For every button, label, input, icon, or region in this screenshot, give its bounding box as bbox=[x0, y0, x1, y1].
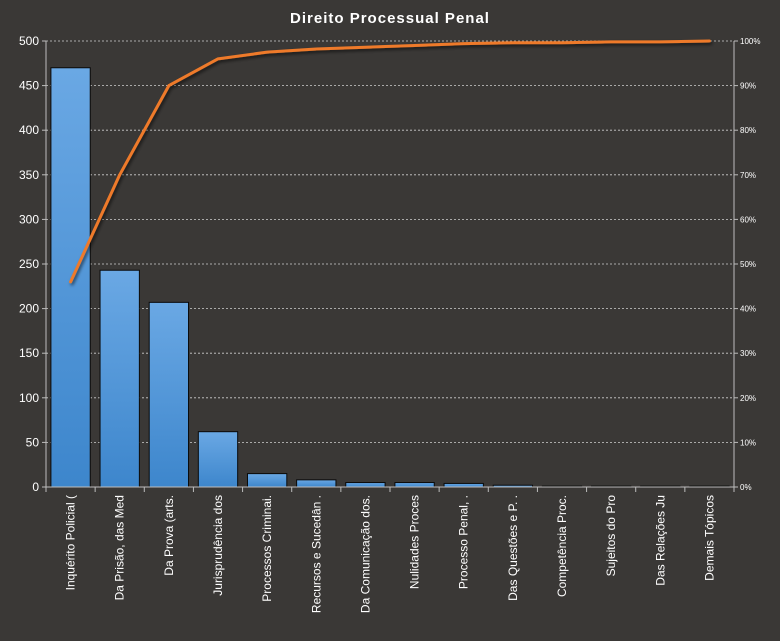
category-label: Processos Criminai. bbox=[260, 495, 274, 602]
right-tick-label: 0% bbox=[740, 483, 752, 492]
bar-series bbox=[50, 67, 730, 488]
category-label: Das Questões e P. . bbox=[506, 495, 520, 601]
right-tick-label: 60% bbox=[740, 215, 756, 224]
right-tick-label: 50% bbox=[740, 260, 756, 269]
right-tick-label: 30% bbox=[740, 349, 756, 358]
left-tick-label: 350 bbox=[19, 168, 39, 182]
category-label: Jurisprudência dos bbox=[211, 495, 225, 596]
bar bbox=[246, 473, 288, 488]
right-tick-label: 20% bbox=[740, 394, 756, 403]
category-label: Sujeitos do Pro bbox=[604, 495, 618, 577]
left-tick-label: 400 bbox=[19, 123, 39, 137]
category-label: Da Comunicação dos. bbox=[358, 495, 372, 613]
right-tick-label: 40% bbox=[740, 305, 756, 314]
right-axis-ticks: 0% 10% 20% 30% 40% 50% 60% 70% 80% 90% 100% bbox=[740, 37, 760, 492]
left-tick-label: 0 bbox=[32, 480, 39, 494]
right-tick-label: 70% bbox=[740, 171, 756, 180]
cumulative-line-series bbox=[69, 39, 711, 284]
right-tick-label: 100% bbox=[740, 37, 760, 46]
right-tick-label: 10% bbox=[740, 438, 756, 447]
left-tick-label: 250 bbox=[19, 257, 39, 271]
axes bbox=[42, 40, 738, 492]
bar bbox=[394, 482, 435, 488]
category-label: Competência Proc. bbox=[555, 495, 569, 597]
chart-title: Direito Processual Penal bbox=[290, 10, 490, 27]
category-label: Processo Penal, . bbox=[457, 495, 471, 589]
left-tick-label: 450 bbox=[19, 79, 39, 93]
left-tick-label: 50 bbox=[26, 435, 40, 449]
left-tick-label: 150 bbox=[19, 346, 39, 360]
gridlines bbox=[46, 40, 734, 443]
category-label: Inquérito Policial ( bbox=[64, 495, 78, 590]
left-tick-label: 200 bbox=[19, 302, 39, 316]
bar bbox=[197, 431, 239, 488]
bar bbox=[345, 482, 386, 488]
category-labels: Inquérito Policial ( Da Prisão, das Med Da… bbox=[64, 495, 717, 613]
category-label: Da Prisão, das Med bbox=[113, 495, 127, 600]
left-axis-ticks: 0 50 100 150 200 250 300 350 400 450 500 bbox=[19, 34, 39, 494]
bar bbox=[99, 269, 140, 488]
right-tick-label: 80% bbox=[740, 126, 756, 135]
bar bbox=[443, 482, 484, 488]
bar bbox=[296, 479, 337, 488]
right-tick-label: 90% bbox=[740, 82, 756, 91]
left-tick-label: 300 bbox=[19, 212, 39, 226]
left-tick-label: 500 bbox=[19, 34, 39, 48]
bar bbox=[50, 67, 91, 488]
cumulative-line bbox=[69, 39, 711, 284]
category-label: Das Relações Ju bbox=[653, 495, 667, 586]
category-label: Da Prova (arts. bbox=[162, 495, 176, 576]
category-label: Recursos e Sucedân . bbox=[309, 495, 323, 613]
bar bbox=[148, 301, 190, 488]
category-label: Nulidades Proces bbox=[408, 495, 422, 589]
left-tick-label: 100 bbox=[19, 391, 39, 405]
category-label: Demais Tópicos bbox=[702, 495, 716, 581]
